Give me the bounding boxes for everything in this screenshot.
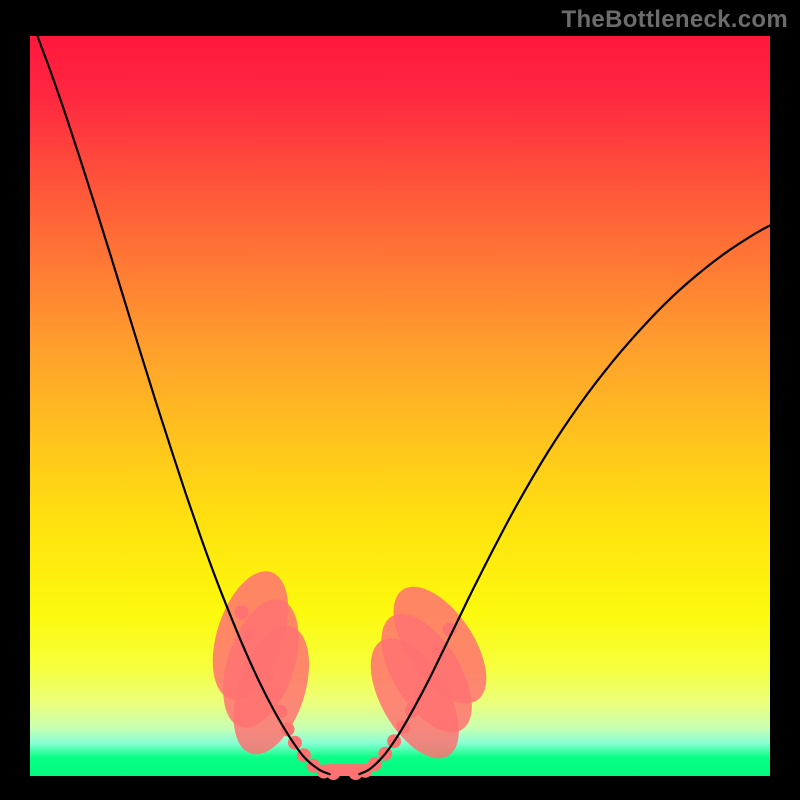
bead-marker [235,605,249,619]
bead-marker [243,627,257,641]
bead-marker [251,648,265,662]
bead-marker [259,668,273,682]
bottleneck-curve-chart [0,0,800,800]
watermark-text: TheBottleneck.com [562,6,788,34]
bottleneck-chart-stage: TheBottleneck.com [0,0,800,800]
